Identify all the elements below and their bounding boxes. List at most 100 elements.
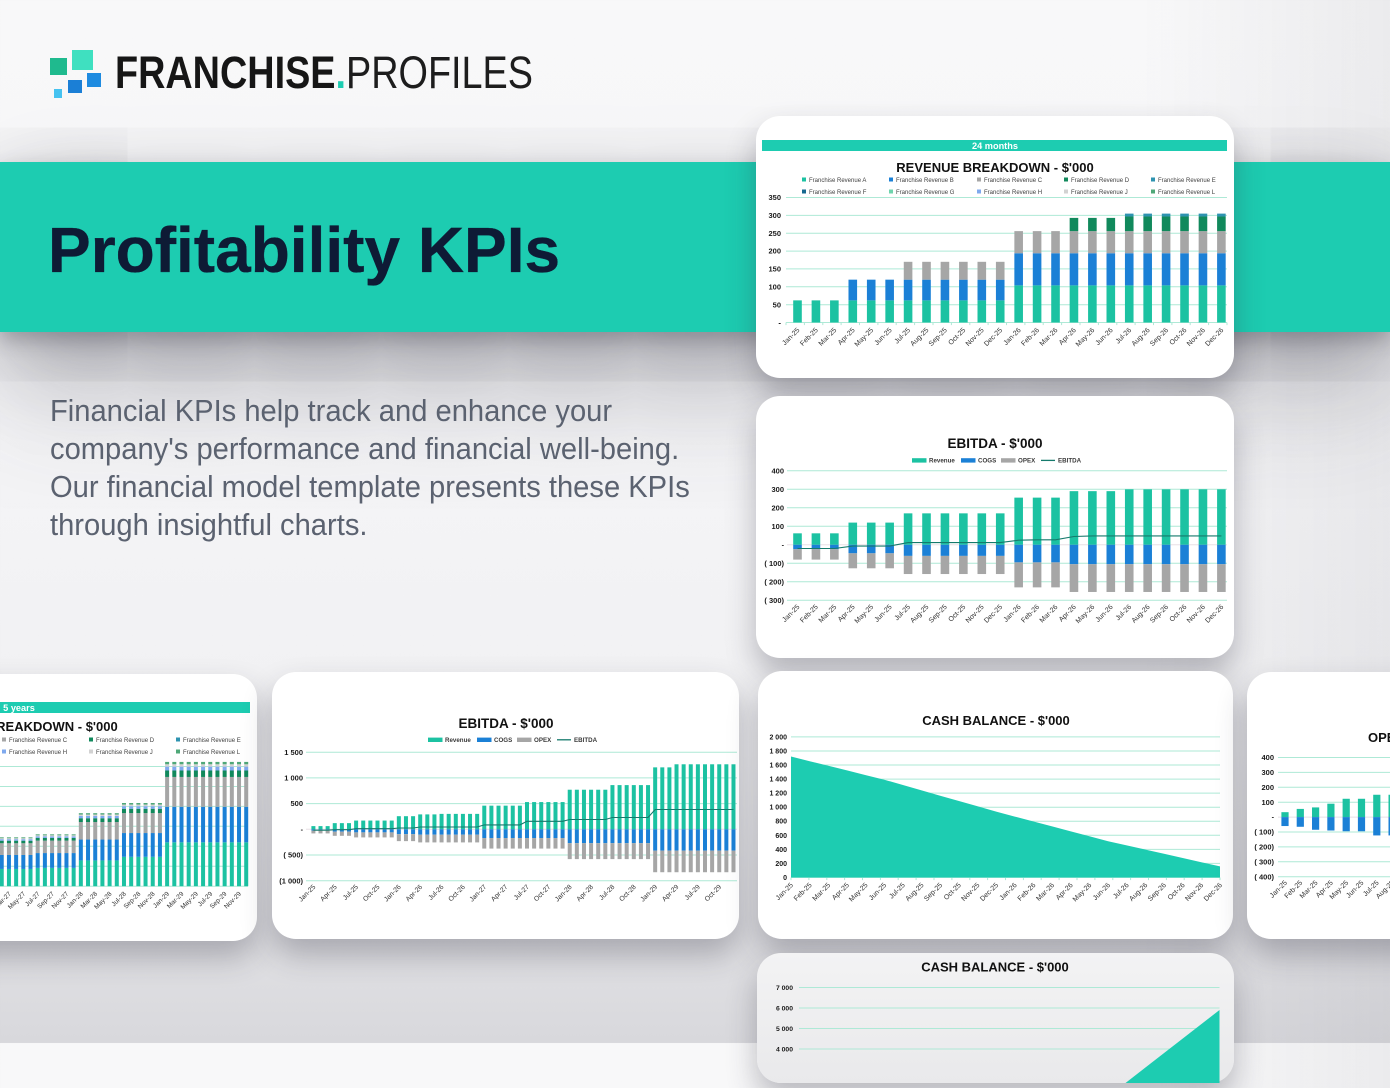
svg-text:Mar-26: Mar-26 — [1035, 882, 1056, 903]
svg-text:May-25: May-25 — [854, 604, 876, 626]
svg-text:Sep-25: Sep-25 — [923, 882, 944, 903]
svg-text:REVENUE BREAKDOWN - $'000: REVENUE BREAKDOWN - $'000 — [896, 160, 1093, 175]
svg-text:Jan-26: Jan-26 — [999, 882, 1019, 902]
svg-text:-: - — [1272, 813, 1275, 822]
svg-text:300: 300 — [1261, 768, 1274, 777]
svg-text:100: 100 — [768, 282, 781, 291]
svg-text:Aug-26: Aug-26 — [1131, 604, 1152, 625]
svg-text:1 500: 1 500 — [284, 748, 303, 757]
svg-text:Feb-25: Feb-25 — [793, 882, 814, 903]
svg-text:-: - — [301, 825, 304, 834]
svg-text:May-26: May-26 — [1075, 604, 1097, 626]
svg-text:Franchise Revenue L: Franchise Revenue L — [1158, 190, 1216, 196]
svg-text:Nov-26: Nov-26 — [1186, 604, 1207, 625]
svg-text:Jun-26: Jun-26 — [1092, 882, 1112, 902]
svg-text:600: 600 — [775, 833, 787, 840]
svg-text:Oct-25: Oct-25 — [943, 882, 963, 902]
svg-text:Jan-29: Jan-29 — [639, 884, 659, 904]
svg-text:CASH BALANCE - $'000: CASH BALANCE - $'000 — [921, 960, 1069, 975]
svg-text:Franchise Revenue E: Franchise Revenue E — [183, 738, 241, 744]
svg-text:Dec-25: Dec-25 — [983, 327, 1004, 348]
svg-text:CASH BALANCE - $'000: CASH BALANCE - $'000 — [922, 713, 1070, 728]
svg-text:1 200: 1 200 — [769, 791, 787, 798]
svg-text:Sep-25: Sep-25 — [928, 327, 949, 348]
svg-text:May-25: May-25 — [854, 327, 876, 349]
svg-text:350: 350 — [768, 193, 781, 202]
svg-text:Aug-26: Aug-26 — [1131, 327, 1152, 348]
svg-text:Franchise Revenue G: Franchise Revenue G — [896, 190, 955, 196]
svg-text:Franchise Revenue H: Franchise Revenue H — [9, 750, 67, 756]
svg-text:Sep-26: Sep-26 — [1149, 327, 1170, 348]
svg-text:Jul-28: Jul-28 — [598, 884, 616, 902]
svg-text:REVENUE BREAKDOWN - $'000: REVENUE BREAKDOWN - $'000 — [0, 719, 118, 734]
svg-text:Dec-25: Dec-25 — [979, 882, 1000, 903]
svg-text:5 000: 5 000 — [776, 1026, 793, 1033]
svg-text:( 100): ( 100) — [1254, 828, 1274, 837]
svg-text:400: 400 — [771, 466, 784, 475]
svg-text:Oct-25: Oct-25 — [362, 884, 382, 904]
svg-text:Jun-26: Jun-26 — [1095, 604, 1115, 624]
svg-text:Aug-25: Aug-25 — [905, 882, 926, 903]
svg-text:200: 200 — [1261, 783, 1274, 792]
svg-text:200: 200 — [775, 861, 787, 868]
svg-text:400: 400 — [775, 847, 787, 854]
svg-text:May-25: May-25 — [848, 882, 870, 904]
svg-text:( 300): ( 300) — [764, 596, 784, 605]
svg-text:Franchise Revenue E: Franchise Revenue E — [1158, 178, 1216, 184]
svg-text:Jan-25: Jan-25 — [298, 884, 318, 904]
svg-text:May-26: May-26 — [1075, 327, 1097, 349]
svg-text:EBITDA - $'000: EBITDA - $'000 — [948, 436, 1043, 451]
svg-text:COGS: COGS — [978, 457, 996, 464]
svg-text:Nov-25: Nov-25 — [965, 327, 986, 348]
svg-text:100: 100 — [1261, 798, 1274, 807]
svg-text:Oct-29: Oct-29 — [704, 884, 724, 904]
svg-text:Apr-27: Apr-27 — [490, 884, 510, 904]
svg-text:(1 000): (1 000) — [279, 876, 303, 885]
svg-text:Feb-26: Feb-26 — [1017, 882, 1038, 903]
svg-text:Mar-26: Mar-26 — [1039, 327, 1060, 348]
svg-text:Mar-25: Mar-25 — [818, 604, 839, 625]
svg-text:Franchise Revenue C: Franchise Revenue C — [984, 178, 1043, 184]
svg-text:Jul-29: Jul-29 — [684, 884, 702, 902]
svg-text:( 400): ( 400) — [1254, 872, 1274, 881]
svg-text:( 100): ( 100) — [764, 559, 784, 568]
svg-text:Franchise Revenue F: Franchise Revenue F — [809, 190, 867, 196]
svg-text:Franchise Revenue A: Franchise Revenue A — [809, 178, 866, 184]
svg-text:Nov-25: Nov-25 — [965, 604, 986, 625]
svg-text:Jul-26: Jul-26 — [427, 884, 445, 902]
svg-text:5 years: 5 years — [3, 703, 35, 713]
svg-text:200: 200 — [768, 247, 781, 256]
svg-text:Aug-25: Aug-25 — [909, 604, 930, 625]
svg-text:Jul-27: Jul-27 — [513, 884, 531, 902]
svg-text:6 000: 6 000 — [776, 1005, 793, 1012]
svg-text:Jan-28: Jan-28 — [554, 884, 574, 904]
svg-text:Apr-26: Apr-26 — [405, 884, 425, 904]
svg-text:Franchise Revenue B: Franchise Revenue B — [896, 178, 954, 184]
svg-text:Franchise Revenue J: Franchise Revenue J — [1071, 190, 1128, 196]
svg-text:Jan-27: Jan-27 — [469, 884, 489, 904]
svg-text:2 000: 2 000 — [769, 734, 787, 741]
svg-text:Sep-26: Sep-26 — [1149, 604, 1170, 625]
svg-text:250: 250 — [768, 229, 781, 238]
svg-text:-: - — [782, 540, 785, 549]
svg-text:OPERATING CASH FLOW - $'000: OPERATING CASH FLOW - $'000 — [1368, 730, 1390, 745]
svg-text:May-26: May-26 — [1072, 882, 1094, 904]
svg-text:Oct-27: Oct-27 — [533, 884, 553, 904]
svg-text:Nov-26: Nov-26 — [1184, 882, 1205, 903]
svg-text:EBITDA: EBITDA — [1058, 457, 1082, 464]
svg-text:Dec-26: Dec-26 — [1203, 882, 1224, 903]
svg-text:Jan-26: Jan-26 — [383, 884, 403, 904]
svg-text:EBITDA: EBITDA — [574, 737, 598, 744]
svg-text:Franchise Revenue D: Franchise Revenue D — [96, 738, 155, 744]
svg-text:Feb-25: Feb-25 — [799, 604, 820, 625]
svg-text:Franchise Revenue H: Franchise Revenue H — [984, 190, 1042, 196]
svg-text:Jun-25: Jun-25 — [868, 882, 888, 902]
svg-text:300: 300 — [771, 485, 784, 494]
svg-text:1 400: 1 400 — [769, 777, 787, 784]
svg-text:1 600: 1 600 — [769, 763, 787, 770]
svg-text:800: 800 — [775, 819, 787, 826]
svg-text:Jun-25: Jun-25 — [874, 604, 894, 624]
svg-text:1 800: 1 800 — [769, 748, 787, 755]
svg-text:50: 50 — [773, 300, 781, 309]
svg-text:100: 100 — [771, 522, 784, 531]
